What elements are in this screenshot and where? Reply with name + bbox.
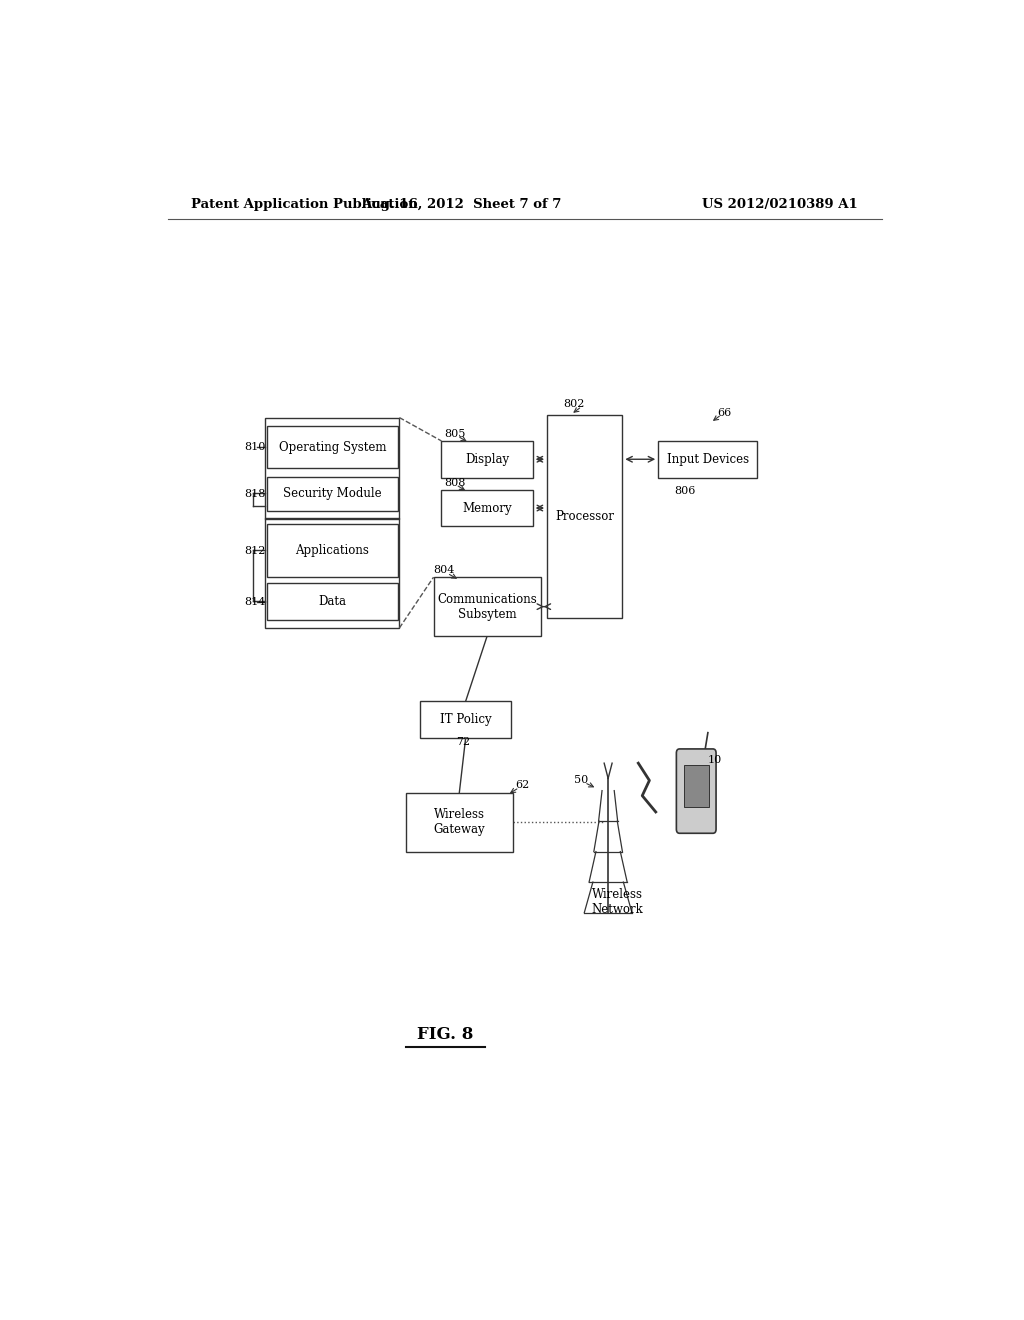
FancyBboxPatch shape (267, 583, 397, 620)
FancyBboxPatch shape (267, 524, 397, 577)
Text: Operating System: Operating System (279, 441, 386, 454)
Text: 66: 66 (718, 408, 732, 417)
Text: 804: 804 (433, 565, 455, 576)
Text: 806: 806 (674, 486, 695, 496)
FancyBboxPatch shape (658, 441, 758, 478)
FancyBboxPatch shape (441, 441, 532, 478)
Text: 72: 72 (456, 737, 470, 747)
Text: Communications
Subsytem: Communications Subsytem (437, 593, 537, 620)
Text: US 2012/0210389 A1: US 2012/0210389 A1 (702, 198, 858, 211)
Text: FIG. 8: FIG. 8 (417, 1026, 474, 1043)
Text: 818: 818 (245, 488, 266, 499)
FancyBboxPatch shape (547, 414, 623, 618)
Text: Input Devices: Input Devices (667, 453, 749, 466)
Text: Data: Data (318, 595, 346, 609)
FancyBboxPatch shape (267, 426, 397, 469)
Text: Memory: Memory (462, 502, 512, 515)
FancyBboxPatch shape (406, 792, 513, 851)
Text: 810: 810 (245, 442, 266, 451)
Text: Aug. 16, 2012  Sheet 7 of 7: Aug. 16, 2012 Sheet 7 of 7 (361, 198, 561, 211)
Text: 808: 808 (443, 478, 465, 487)
FancyBboxPatch shape (684, 766, 709, 807)
FancyBboxPatch shape (420, 701, 511, 738)
Text: 62: 62 (515, 780, 529, 789)
Text: 10: 10 (708, 755, 722, 766)
Text: Security Module: Security Module (283, 487, 382, 500)
FancyBboxPatch shape (267, 477, 397, 511)
Text: 812: 812 (245, 545, 266, 556)
Text: Applications: Applications (295, 544, 370, 557)
Text: 802: 802 (563, 400, 585, 409)
Text: 814: 814 (245, 597, 266, 607)
Text: IT Policy: IT Policy (440, 713, 492, 726)
FancyBboxPatch shape (433, 577, 541, 636)
Text: Wireless
Gateway: Wireless Gateway (433, 808, 485, 836)
Text: Wireless
Network: Wireless Network (592, 888, 643, 916)
FancyBboxPatch shape (441, 490, 532, 527)
Text: Processor: Processor (555, 510, 614, 523)
Text: 805: 805 (443, 429, 465, 438)
Text: 50: 50 (574, 775, 588, 785)
Text: Patent Application Publication: Patent Application Publication (191, 198, 418, 211)
FancyBboxPatch shape (677, 748, 716, 833)
Text: Display: Display (465, 453, 509, 466)
